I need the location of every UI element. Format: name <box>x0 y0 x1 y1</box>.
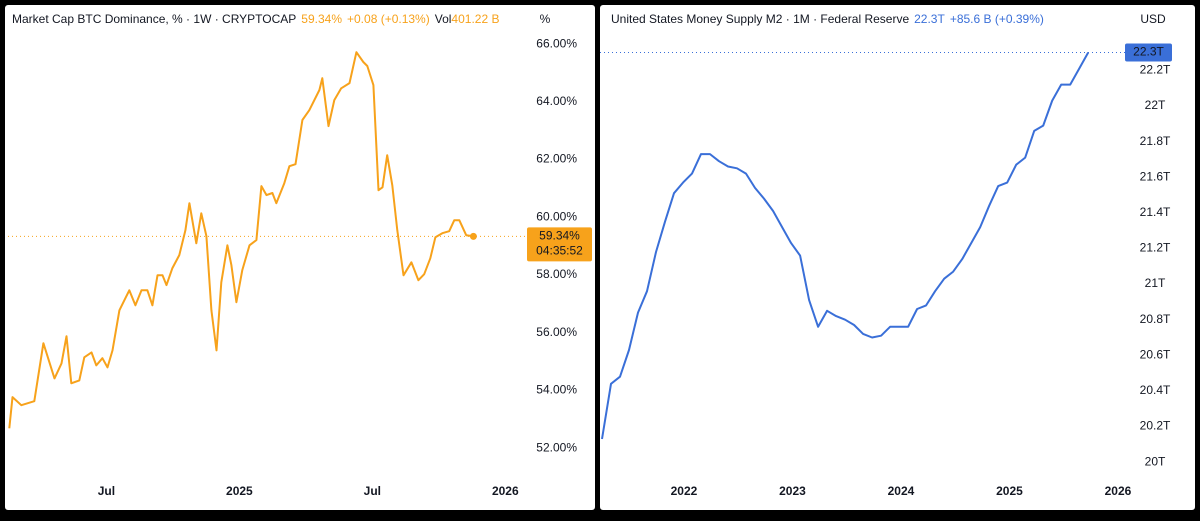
price-label: 22.3T <box>914 12 945 26</box>
x-tick-label: 2025 <box>226 484 253 498</box>
y-tick-label: 20.2T <box>1140 419 1171 433</box>
unit-label: % <box>540 12 551 26</box>
y-tick-label: 62.00% <box>536 152 577 166</box>
change-label: +0.08 (+0.13%) <box>347 12 430 26</box>
x-tick-label: Jul <box>364 484 381 498</box>
chart-title: United States Money Supply M2 · 1M · Fed… <box>611 12 910 26</box>
y-tick-label: 58.00% <box>536 267 577 281</box>
y-tick-label: 54.00% <box>536 383 577 397</box>
badge-price: 59.34% <box>539 229 580 243</box>
badge-countdown: 04:35:52 <box>536 244 583 258</box>
y-tick-label: 21.2T <box>1140 241 1171 255</box>
price-badge <box>527 227 592 262</box>
left-panel <box>5 5 595 510</box>
y-tick-label: 20.6T <box>1140 347 1171 361</box>
y-tick-label: 20T <box>1145 454 1166 468</box>
volume-prefix: Vol <box>434 12 452 26</box>
price-label: 59.34% <box>301 12 342 26</box>
volume-label: 401.22 B <box>451 12 500 26</box>
y-tick-label: 22.2T <box>1140 63 1171 77</box>
y-tick-label: 66.00% <box>536 36 577 50</box>
y-tick-label: 56.00% <box>536 325 577 339</box>
chart-title: Market Cap BTC Dominance, % · 1W · CRYPT… <box>12 12 297 26</box>
change-label: +85.6 B (+0.39%) <box>949 12 1044 26</box>
x-tick-label: 2026 <box>1105 484 1132 498</box>
unit-label: USD <box>1140 12 1166 26</box>
y-tick-label: 21T <box>1145 276 1166 290</box>
y-tick-label: 21.4T <box>1140 205 1171 219</box>
x-tick-label: 2024 <box>888 484 915 498</box>
y-tick-label: 20.4T <box>1140 383 1171 397</box>
y-tick-label: 21.6T <box>1140 169 1171 183</box>
y-tick-label: 22T <box>1145 98 1166 112</box>
x-tick-label: 2026 <box>492 484 519 498</box>
plot <box>8 51 477 429</box>
x-tick-label: 2022 <box>671 484 698 498</box>
x-tick-label: Jul <box>98 484 115 498</box>
x-tick-label: 2023 <box>779 484 806 498</box>
y-tick-label: 52.00% <box>536 440 577 454</box>
line <box>601 52 1090 440</box>
x-tick-label: 2025 <box>996 484 1023 498</box>
last-point <box>469 232 477 240</box>
y-tick-label: 64.00% <box>536 94 577 108</box>
left-header: Market Cap BTC Dominance, % · 1W · CRYPT… <box>12 12 504 26</box>
plot <box>601 52 1090 440</box>
line <box>8 51 474 429</box>
y-tick-label: 20.8T <box>1140 312 1171 326</box>
y-tick-label: 60.00% <box>536 209 577 223</box>
y-tick-label: 21.8T <box>1140 134 1171 148</box>
right-panel <box>600 5 1195 510</box>
price-badge <box>1125 43 1172 62</box>
right-header: United States Money Supply M2 · 1M · Fed… <box>611 12 1049 26</box>
badge-price: 22.3T <box>1133 45 1164 59</box>
